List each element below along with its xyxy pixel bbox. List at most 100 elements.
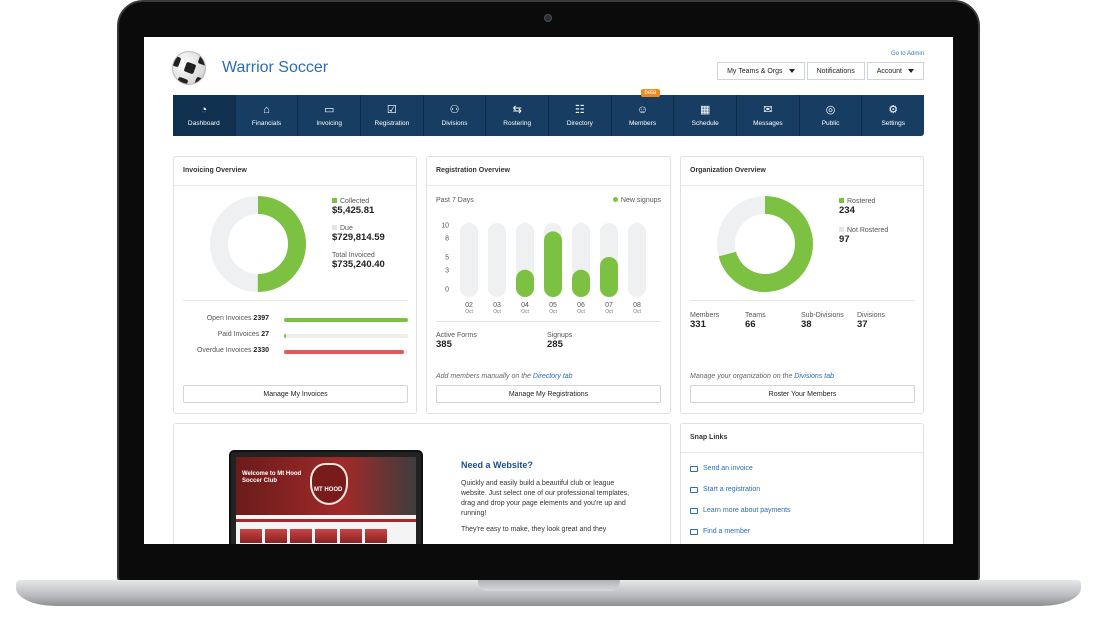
divisions-note: Manage your organization on the Division… xyxy=(690,373,834,380)
invoicing-donut-chart xyxy=(210,196,306,292)
calendar-icon: ▦ xyxy=(700,103,711,116)
nav-item-label: Dashboard xyxy=(187,119,220,127)
gear-icon: ⚙ xyxy=(888,103,899,116)
nav-item-label: Financials xyxy=(251,119,282,127)
legend-swatch xyxy=(839,198,844,203)
link-icon xyxy=(690,486,698,493)
invoice-bar-fill xyxy=(284,318,408,322)
panel-title: Registration Overview xyxy=(436,167,510,174)
website-promo-panel: Welcome to Mt Hood Soccer Club MT HOOD N… xyxy=(173,423,671,544)
go-to-admin-link[interactable]: Go to Admin xyxy=(890,51,924,57)
x-tick-label: 02 xyxy=(465,302,473,309)
org-stat-label: Sub-Divisions xyxy=(801,312,844,319)
x-tick-month: Oct xyxy=(493,309,501,315)
registration-icon: ☑ xyxy=(386,103,397,116)
x-tick-month: Oct xyxy=(633,309,641,315)
directory-note: Add members manually on the Directory ta… xyxy=(436,373,573,380)
active-forms-value: 385 xyxy=(436,339,452,350)
website-paragraph-2: They're easy to make, they look great an… xyxy=(461,526,607,533)
divisions-tab-link[interactable]: Divisions tab xyxy=(794,373,834,380)
nav-item-dashboard[interactable]: ◔ Dashboard xyxy=(173,95,236,136)
nav-item-label: Schedule xyxy=(691,119,719,127)
soccer-ball-logo-icon xyxy=(172,51,206,85)
org-stat: Divisions 37 xyxy=(857,312,885,330)
nav-item-messages[interactable]: ✉ Messages xyxy=(737,95,800,136)
snap-link-label: Start a registration xyxy=(703,486,761,493)
account-button[interactable]: Account xyxy=(866,62,924,80)
nav-item-public[interactable]: ◎ Public xyxy=(800,95,863,136)
invoice-bar-track xyxy=(284,334,408,338)
members-icon: ☺ xyxy=(636,103,649,116)
org-stat: Sub-Divisions 38 xyxy=(801,312,844,330)
registration-overview-panel: Registration Overview Past 7 Days New si… xyxy=(426,156,671,414)
nav-item-invoicing[interactable]: ▭ Invoicing xyxy=(298,95,362,136)
directory-tab-link[interactable]: Directory tab xyxy=(532,373,573,380)
manage-registrations-button[interactable]: Manage My Registrations xyxy=(436,385,661,403)
nav-item-rostering[interactable]: ⇆ Rostering xyxy=(486,95,550,136)
nav-item-financials[interactable]: ⌂ Financials xyxy=(236,95,299,136)
org-stat-label: Teams xyxy=(745,312,766,319)
card-icon: ▭ xyxy=(323,103,335,116)
signup-bar xyxy=(600,257,618,297)
nav-item-label: Invoicing xyxy=(316,119,342,127)
nav-item-label: Settings xyxy=(881,119,905,127)
roster-members-button[interactable]: Roster Your Members xyxy=(690,385,915,403)
nav-item-registration[interactable]: ☑ Registration xyxy=(361,95,424,136)
x-tick-label: 05 xyxy=(549,302,557,309)
snap-link-label: Learn more about payments xyxy=(703,507,791,514)
beta-badge: beta xyxy=(640,89,661,97)
legend-label: New signups xyxy=(620,197,661,204)
invoice-bar-fill xyxy=(284,334,286,338)
manage-invoices-button[interactable]: Manage My Invoices xyxy=(183,385,408,403)
nav-item-label: Messages xyxy=(753,119,783,127)
legend-swatch xyxy=(332,198,337,203)
snap-links-panel: Snap Links Send an invoice Start a regist… xyxy=(680,423,924,544)
org-stat-label: Members xyxy=(690,312,720,319)
dashboard-icon: ◔ xyxy=(200,103,208,116)
collected-label: Collected xyxy=(340,198,370,205)
org-stat-value: 331 xyxy=(690,319,706,330)
snap-link-learn-more-about-payments[interactable]: Learn more about payments xyxy=(690,507,791,514)
invoice-bar-fill xyxy=(284,350,405,354)
snap-link-send-an-invoice[interactable]: Send an invoice xyxy=(690,465,753,472)
nav-item-directory[interactable]: ☷ Directory xyxy=(549,95,612,136)
website-preview-image: Welcome to Mt Hood Soccer Club MT HOOD xyxy=(229,450,423,544)
legend-swatch xyxy=(839,227,844,232)
rostered-value: 234 xyxy=(839,205,855,216)
org-stat: Members 331 xyxy=(690,312,719,330)
not-rostered-value: 97 xyxy=(839,234,850,245)
invoicing-overview-panel: Invoicing Overview Collected $5,425.81 D… xyxy=(173,156,417,414)
legend-swatch xyxy=(332,225,337,230)
org-stat-label: Divisions xyxy=(857,312,886,319)
signups-value: 285 xyxy=(547,339,563,350)
directory-icon: ☷ xyxy=(574,103,585,116)
snap-link-start-a-registration[interactable]: Start a registration xyxy=(690,486,760,493)
laptop-notch xyxy=(478,580,620,591)
x-tick-label: 07 xyxy=(605,302,613,309)
x-tick-month: Oct xyxy=(465,309,473,315)
organization-overview-panel: Organization Overview Rostered 234 Not R… xyxy=(680,156,924,414)
x-tick-label: 06 xyxy=(577,302,585,309)
signup-bar xyxy=(516,269,534,297)
donut-collected-arc xyxy=(210,196,306,292)
not-rostered-label: Not Rostered xyxy=(847,227,889,234)
my-teams-orgs-button[interactable]: My Teams & Orgs xyxy=(717,62,805,80)
nav-item-schedule[interactable]: ▦ Schedule xyxy=(674,95,738,136)
notifications-button[interactable]: Notifications xyxy=(806,62,865,80)
signup-bar xyxy=(572,269,590,297)
org-stat-value: 38 xyxy=(801,319,812,330)
due-value: $729,814.59 xyxy=(332,232,385,243)
snap-link-find-a-member[interactable]: Find a member xyxy=(690,528,750,535)
nav-item-settings[interactable]: ⚙ Settings xyxy=(862,95,924,136)
org-stat-value: 66 xyxy=(745,319,756,330)
bar-track xyxy=(460,223,478,297)
snap-link-label: Send an invoice xyxy=(703,465,753,472)
nav-item-members[interactable]: ☺ Members beta xyxy=(612,89,675,136)
signpost-icon: ⇆ xyxy=(512,103,522,116)
y-tick-label: 10 xyxy=(441,223,449,230)
y-tick-label: 8 xyxy=(445,235,449,242)
due-label: Due xyxy=(340,225,353,232)
bar-track xyxy=(488,223,506,297)
nav-item-divisions[interactable]: ⚇ Divisions xyxy=(424,95,487,136)
panel-title: Organization Overview xyxy=(690,167,766,174)
